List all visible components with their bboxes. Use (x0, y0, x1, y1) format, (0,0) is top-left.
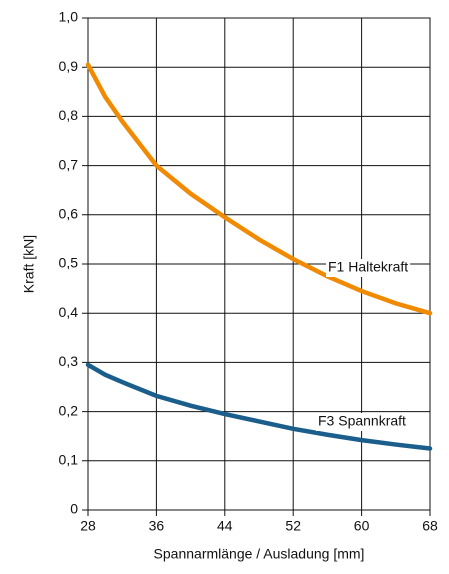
y-tick-label: 0,3 (59, 353, 79, 369)
y-axis-label: Kraft [kN] (21, 235, 37, 293)
x-tick-label: 28 (80, 518, 96, 534)
plot-frame (87, 17, 431, 511)
y-tick-label: 0 (70, 501, 78, 517)
y-tick-label: 0,6 (59, 206, 79, 222)
y-tick-label: 0,1 (59, 452, 79, 468)
x-tick-label: 44 (217, 518, 233, 534)
line (85, 62, 433, 316)
series-label: F3 Spannkraft (318, 413, 406, 429)
y-tick-label: 0,7 (59, 156, 79, 172)
series-label: F1 Haltekraft (328, 259, 408, 275)
series-label-bg (326, 259, 411, 277)
line (85, 362, 433, 451)
y-tick-label: 0,8 (59, 107, 79, 123)
y-tick-label: 0,2 (59, 402, 79, 418)
y-tick-label: 1,0 (59, 9, 79, 25)
x-tick-label: 36 (149, 518, 165, 534)
series-label-bg (316, 413, 408, 431)
y-tick-label: 0,5 (59, 255, 79, 271)
x-tick-label: 68 (422, 518, 438, 534)
x-axis-label: Spannarmlänge / Ausladung [mm] (154, 546, 365, 562)
y-tick-label: 0,4 (59, 304, 79, 320)
y-tick-label: 0,9 (59, 58, 79, 74)
x-tick-label: 60 (354, 518, 370, 534)
x-tick-label: 52 (285, 518, 301, 534)
